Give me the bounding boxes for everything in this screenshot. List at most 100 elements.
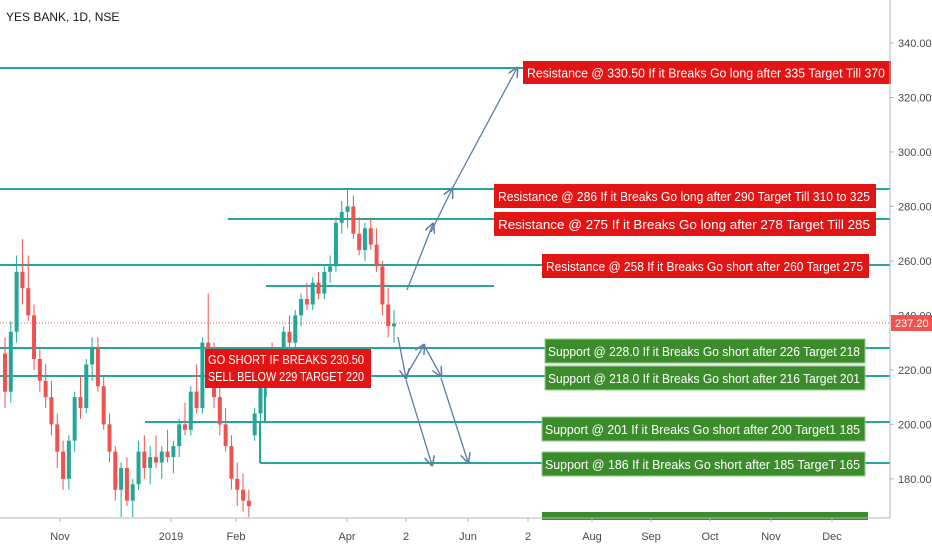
resistance-label-box (494, 212, 876, 236)
support-label-box-partial (542, 512, 868, 520)
candle-body (252, 413, 257, 436)
candle-body (153, 457, 158, 463)
candle-body (55, 424, 60, 452)
candle-body (84, 364, 89, 409)
resistance-label-box (542, 254, 869, 278)
candle-body (142, 451, 147, 468)
candle-body (124, 467, 129, 501)
price-tick-label: 180.00 (898, 474, 932, 486)
level-labels: Resistance @ 330.50 If it Breaks Go long… (205, 61, 891, 520)
short-note-box (205, 349, 371, 388)
candle-body (49, 397, 54, 425)
time-tick-label: Apr (338, 531, 355, 543)
candle-body (32, 315, 37, 359)
candle-body (66, 440, 71, 479)
time-tick-label: Dec (822, 531, 842, 543)
candle-body (159, 451, 164, 463)
forecast-arrow (405, 345, 424, 377)
candle-body (241, 489, 246, 501)
support-label-text: Support @ 218.0 If it Breaks Go short af… (548, 371, 860, 386)
forecast-arrow (397, 336, 406, 378)
candle-body (217, 397, 222, 425)
resistance-label-box (494, 184, 876, 208)
time-axis[interactable]: Nov 2019 Feb Apr 2 Jun 2 Aug Sep Oct Nov Dec (0, 517, 890, 543)
time-tick-label: Feb (227, 531, 246, 543)
candle-body (136, 451, 141, 485)
price-tick-label: 320.00 (898, 92, 932, 104)
candle-body (165, 451, 170, 458)
forecast-arrow (451, 68, 517, 190)
support-label-box (544, 338, 866, 364)
time-tick-label: Oct (701, 531, 718, 543)
price-tick-label: 260.00 (898, 256, 932, 268)
candle-body (3, 353, 7, 392)
candle-body (95, 348, 100, 387)
candle-body (130, 484, 135, 501)
candle-body (14, 271, 19, 332)
symbol-title: YES BANK, 1D, NSE (6, 10, 120, 24)
candle-body (281, 331, 286, 354)
candle-body (386, 304, 391, 327)
candle-body (362, 228, 367, 251)
time-tick-label: Aug (582, 531, 602, 543)
candle-body (374, 244, 379, 267)
candle-body (333, 222, 338, 267)
candle-body (188, 391, 193, 430)
candle-body (258, 386, 263, 414)
candle-body (339, 211, 344, 223)
time-tick-label: Sep (641, 531, 661, 543)
candle-body (20, 271, 25, 289)
candle-body (101, 386, 106, 425)
candle-body (223, 424, 228, 447)
time-tick-label: 2 (403, 531, 409, 543)
candle-body (107, 424, 112, 452)
candle-body (380, 266, 385, 305)
candle-body (72, 397, 77, 441)
time-tick-label: 2 (525, 531, 531, 543)
candle-body (357, 233, 362, 251)
candle-body (61, 451, 66, 479)
support-label-box (544, 365, 866, 391)
resistance-label-text: Resistance @ 286 If it Breaks Go long af… (498, 189, 870, 204)
candle-body (148, 457, 153, 468)
candle-body (43, 380, 48, 398)
last-price-tag (891, 315, 932, 332)
candle-body (304, 299, 309, 305)
candle-body (200, 342, 205, 409)
candle-body (293, 315, 298, 343)
resistance-label-text: Resistance @ 258 If it Breaks Go short a… (546, 259, 863, 274)
time-tick-label: Nov (50, 531, 70, 543)
candle-body (113, 451, 118, 490)
candle-body (194, 391, 199, 409)
candle-body (8, 331, 13, 392)
time-tick-label: Nov (761, 531, 781, 543)
short-note-line: GO SHORT IF BREAKS 230.50 (208, 352, 364, 367)
candle-body (206, 342, 211, 354)
candle-body (368, 228, 373, 245)
resistance-label-box (523, 61, 891, 84)
forecast-arrow (406, 224, 433, 291)
resistance-label-text: Resistance @ 330.50 If it Breaks Go long… (527, 66, 885, 81)
candle-body (235, 478, 240, 490)
forecast-arrow (405, 379, 432, 465)
price-tick-label: 280.00 (898, 201, 932, 213)
candle-body (351, 206, 356, 234)
price-tick-label: 300.00 (898, 147, 932, 159)
candle-body (345, 206, 350, 212)
candle-body (182, 424, 187, 430)
price-tick-label: 200.00 (898, 419, 932, 431)
forecast-arrow (423, 344, 441, 376)
candle-body (322, 271, 327, 294)
candle-body (26, 288, 31, 316)
price-axis[interactable]: 340.00320.00300.00280.00260.00240.00220.… (889, 0, 932, 518)
candle-body (299, 299, 304, 316)
candle-body (171, 446, 176, 458)
candle-body (119, 467, 124, 490)
candle-body (229, 446, 234, 479)
candle-body (78, 397, 83, 409)
support-label-text: Support @ 201 If it Breaks Go short afte… (545, 422, 860, 437)
forecast-arrow (440, 377, 468, 462)
candle-body (90, 348, 95, 365)
candle-body (177, 424, 182, 447)
